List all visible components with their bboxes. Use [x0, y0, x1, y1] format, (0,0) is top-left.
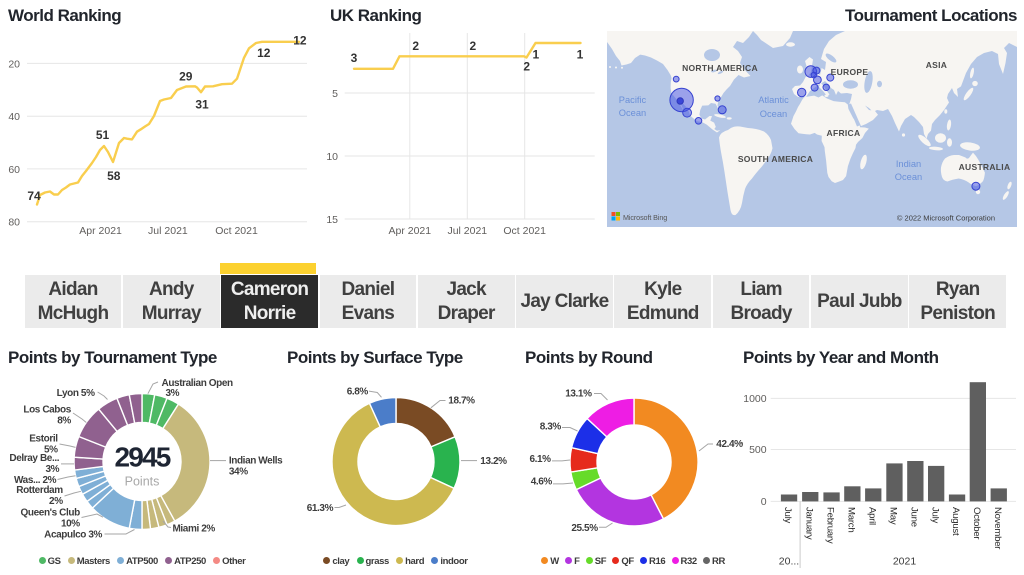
svg-text:June: June: [909, 507, 920, 527]
svg-text:20: 20: [8, 58, 20, 70]
svg-text:March: March: [846, 507, 857, 532]
svg-text:Pacific: Pacific: [618, 95, 646, 105]
svg-text:6.8%: 6.8%: [347, 387, 369, 398]
svg-text:5: 5: [332, 88, 338, 100]
svg-text:Ocean: Ocean: [759, 109, 786, 119]
svg-text:12: 12: [257, 46, 271, 60]
svg-text:18.7%: 18.7%: [448, 396, 475, 407]
svg-text:Jul 2021: Jul 2021: [447, 225, 487, 237]
svg-text:Australian Open: Australian Open: [162, 378, 234, 389]
svg-text:61.3%: 61.3%: [307, 503, 334, 514]
svg-text:10%: 10%: [61, 518, 80, 529]
svg-text:2: 2: [470, 39, 477, 53]
svg-text:Indian: Indian: [895, 159, 920, 169]
svg-text:s: s: [740, 442, 746, 447]
svg-text:25.5%: 25.5%: [571, 523, 598, 534]
svg-text:12: 12: [293, 34, 307, 48]
svg-text:2021: 2021: [893, 556, 917, 568]
svg-text:Oct 2021: Oct 2021: [503, 225, 546, 237]
svg-text:Indian Wells: Indian Wells: [229, 456, 283, 467]
svg-text:4.6%: 4.6%: [531, 477, 553, 488]
svg-text:Miami 2%: Miami 2%: [173, 524, 216, 535]
svg-text:3%: 3%: [45, 464, 59, 475]
svg-text:July: July: [782, 507, 793, 524]
svg-text:8%: 8%: [57, 415, 71, 426]
svg-text:5%: 5%: [44, 445, 58, 456]
svg-text:Atlantic: Atlantic: [758, 95, 789, 105]
svg-text:51: 51: [96, 128, 110, 142]
svg-text:Los Cabos: Los Cabos: [23, 404, 71, 415]
svg-text:58: 58: [107, 169, 121, 183]
svg-text:Delray Be...: Delray Be...: [9, 453, 59, 464]
svg-text:3: 3: [351, 51, 358, 65]
svg-text:Ocean: Ocean: [894, 172, 921, 182]
svg-text:Acapulco 3%: Acapulco 3%: [44, 530, 102, 541]
svg-text:October: October: [971, 507, 982, 540]
svg-text:February: February: [825, 507, 836, 544]
svg-text:SOUTH AMERICA: SOUTH AMERICA: [737, 154, 812, 164]
svg-text:Apr 2021: Apr 2021: [388, 225, 431, 237]
svg-text:Rotterdam: Rotterdam: [16, 485, 63, 496]
svg-text:500: 500: [749, 444, 767, 456]
svg-text:Lyon 5%: Lyon 5%: [57, 388, 95, 399]
svg-text:1: 1: [577, 48, 584, 62]
svg-text:80: 80: [8, 217, 20, 229]
svg-text:1000: 1000: [743, 393, 767, 405]
svg-text:Points: Points: [125, 475, 160, 489]
svg-text:ASIA: ASIA: [925, 60, 947, 70]
svg-text:NORTH AMERICA: NORTH AMERICA: [682, 63, 758, 73]
svg-text:August: August: [950, 507, 961, 536]
svg-text:60: 60: [8, 164, 20, 176]
svg-text:42.4%: 42.4%: [716, 439, 743, 450]
svg-text:13.2%: 13.2%: [480, 456, 507, 467]
svg-text:2: 2: [523, 60, 530, 74]
svg-text:AFRICA: AFRICA: [826, 128, 860, 138]
svg-text:Queen's Club: Queen's Club: [21, 507, 81, 518]
svg-text:Apr 2021: Apr 2021: [79, 225, 122, 237]
svg-text:Jul 2021: Jul 2021: [148, 225, 188, 237]
svg-text:July: July: [929, 507, 940, 524]
svg-text:Estoril: Estoril: [29, 434, 58, 445]
svg-text:34%: 34%: [229, 467, 248, 478]
svg-text:Ocean: Ocean: [618, 108, 645, 118]
svg-text:2: 2: [412, 39, 419, 53]
svg-text:Microsoft Bing: Microsoft Bing: [623, 213, 667, 222]
svg-text:2945: 2945: [114, 442, 170, 473]
svg-text:29: 29: [179, 70, 193, 84]
svg-text:0: 0: [761, 496, 767, 508]
svg-text:1: 1: [532, 48, 539, 62]
svg-text:31: 31: [195, 98, 209, 112]
svg-text:40: 40: [8, 111, 20, 123]
svg-text:6.1%: 6.1%: [529, 454, 551, 465]
svg-text:Was... 2%: Was... 2%: [14, 475, 57, 486]
svg-text:15: 15: [326, 214, 338, 226]
svg-text:20...: 20...: [779, 556, 799, 568]
svg-text:Oct 2021: Oct 2021: [215, 225, 258, 237]
svg-text:EUROPE: EUROPE: [830, 67, 868, 77]
svg-text:13.1%: 13.1%: [565, 389, 592, 400]
svg-text:8.3%: 8.3%: [540, 421, 562, 432]
svg-text:AUSTRALIA: AUSTRALIA: [958, 162, 1010, 172]
svg-text:3%: 3%: [166, 388, 180, 399]
svg-text:74: 74: [27, 189, 41, 203]
svg-text:© 2022 Microsoft Corporation: © 2022 Microsoft Corporation: [896, 214, 994, 223]
svg-text:November: November: [992, 507, 1003, 550]
svg-text:10: 10: [326, 151, 338, 163]
svg-text:May: May: [888, 507, 899, 525]
svg-text:April: April: [867, 507, 878, 525]
svg-text:2%: 2%: [49, 496, 63, 507]
svg-text:January: January: [804, 507, 815, 540]
